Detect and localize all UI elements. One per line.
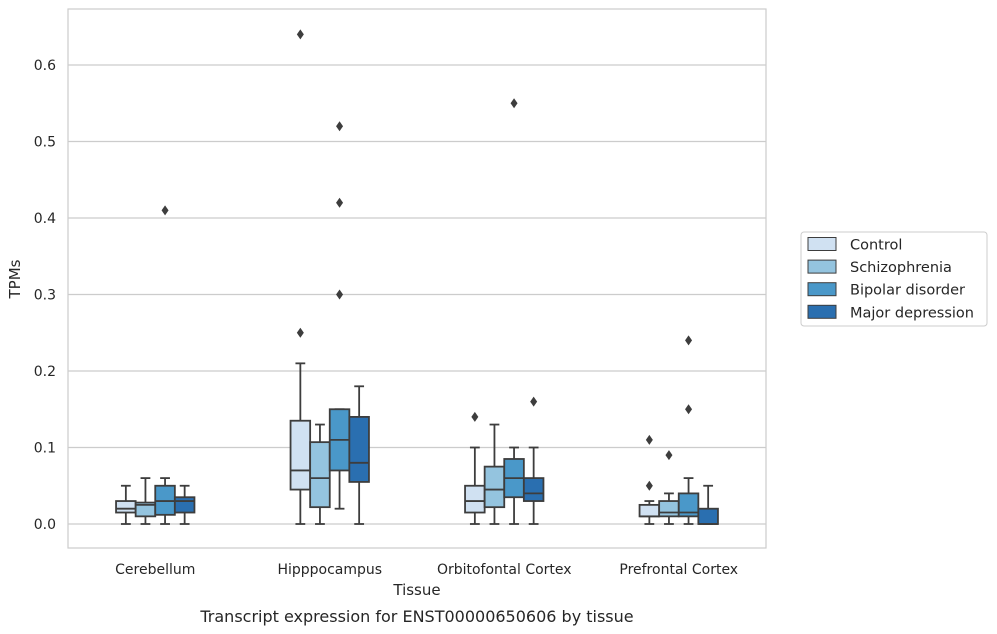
box-cerebellum [134, 477, 157, 525]
box-hipppocampus [348, 385, 370, 525]
box-body [697, 507, 719, 525]
box-body [173, 496, 196, 514]
box-cerebellum [173, 484, 196, 525]
outlier-point [510, 98, 518, 109]
outlier-point [296, 29, 304, 40]
series-major-depression [173, 385, 719, 525]
legend-swatch [807, 259, 837, 274]
series-bipolar-disorder [154, 98, 700, 525]
legend-swatch [807, 237, 837, 251]
box-hipppocampus [289, 29, 312, 525]
legend: Control Schizophrenia Bipolar disorder Majo… [800, 231, 988, 327]
y-tick-label: 0.0 [34, 517, 56, 533]
box-body [483, 465, 506, 509]
box-body [638, 503, 661, 518]
legend-label: Schizophrenia [850, 260, 952, 276]
y-tick-label: 0.3 [34, 288, 56, 304]
outlier-point [161, 205, 169, 216]
outlier-point [685, 404, 693, 415]
box-prefrontal-cortex [677, 335, 700, 525]
outlier-point [685, 335, 693, 346]
box-body [348, 415, 370, 483]
y-tick-label: 0.5 [34, 135, 56, 151]
box-orbitofontal-cortex [503, 98, 525, 525]
outlier-point [471, 411, 479, 422]
box-body [522, 477, 545, 502]
x-tick-label: Orbitofontal Cortex [437, 562, 572, 578]
y-tick-label: 0.4 [34, 211, 56, 227]
box-orbitofontal-cortex [522, 396, 545, 525]
legend-swatch [807, 282, 837, 297]
y-gridlines [68, 64, 766, 525]
series-schizophrenia [134, 423, 680, 525]
box-prefrontal-cortex [697, 484, 719, 525]
legend-swatch [807, 304, 837, 319]
box-body [677, 492, 700, 518]
outlier-point [665, 450, 673, 461]
x-tick-label: Hipppocampus [277, 562, 382, 578]
box-hipppocampus [328, 121, 351, 510]
outlier-point [530, 396, 538, 407]
legend-label: Major depression [850, 305, 974, 321]
y-axis-title: TPMs [6, 259, 24, 299]
x-tick-labels: Cerebellum Hipppocampus Orbitofontal Corte… [115, 562, 738, 578]
legend-label: Bipolar disorder [850, 283, 965, 299]
y-tick-label: 0.6 [34, 58, 56, 74]
outlier-point [296, 327, 304, 338]
outlier-point [336, 121, 344, 132]
outlier-point [645, 480, 653, 491]
chart-caption: Transcript expression for ENST0000065060… [199, 607, 633, 626]
x-axis-title: Tissue [392, 581, 440, 599]
outlier-point [645, 434, 653, 445]
legend-label: Control [850, 238, 902, 254]
box-body [289, 419, 312, 491]
y-tick-label: 0.1 [34, 441, 56, 457]
box-body [658, 500, 680, 518]
plot-area [67, 8, 767, 549]
box-body [115, 500, 137, 514]
y-tick-labels: 0.0 0.1 0.2 0.3 0.4 0.5 0.6 [34, 58, 56, 533]
box-prefrontal-cortex [658, 450, 680, 525]
box-body [309, 441, 331, 509]
x-tick-label: Prefrontal Cortex [619, 562, 738, 578]
outlier-point [336, 197, 344, 208]
legend-frame [800, 231, 988, 327]
outlier-point [336, 289, 344, 300]
y-tick-label: 0.2 [34, 364, 56, 380]
box-hipppocampus [309, 423, 331, 525]
box-series [115, 29, 719, 525]
box-body [464, 484, 486, 514]
x-tick-label: Cerebellum [115, 562, 195, 578]
